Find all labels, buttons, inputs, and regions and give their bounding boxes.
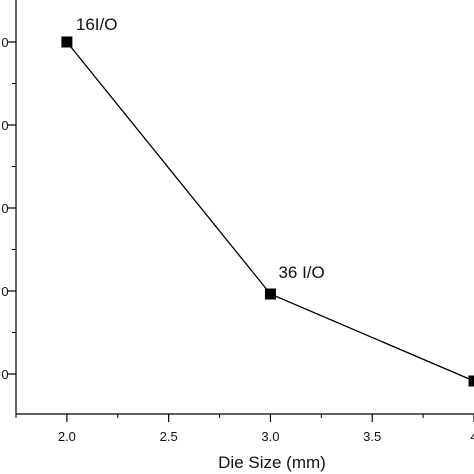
annotation-layer: 16I/O 36 I/O xyxy=(76,15,325,282)
data-point-marker xyxy=(264,288,276,300)
y-tick-label: 0 xyxy=(1,35,8,50)
data-point-marker xyxy=(61,36,73,48)
point-annotation: 36 I/O xyxy=(278,263,324,282)
y-tick-label: 0 xyxy=(1,118,8,133)
x-tick-label: 2.5 xyxy=(160,429,178,444)
x-tick-label: 3.0 xyxy=(261,429,279,444)
y-tick-label: 0 xyxy=(1,367,8,382)
plot-axes xyxy=(15,0,474,415)
x-axis-title: Die Size (mm) xyxy=(218,453,326,472)
data-point-marker xyxy=(468,375,474,387)
x-tick-label: 2.0 xyxy=(58,429,76,444)
x-tick-label: 4 xyxy=(470,429,474,444)
y-tick-label: 0 xyxy=(1,284,8,299)
y-ticks: 0 0 0 0 0 xyxy=(1,35,16,382)
y-tick-label: 0 xyxy=(1,201,8,216)
series-line xyxy=(66,41,474,382)
point-annotation: 16I/O xyxy=(76,15,118,34)
x-ticks: 2.0 2.5 3.0 3.5 4 xyxy=(15,414,474,444)
x-tick-label: 3.5 xyxy=(363,429,381,444)
series-layer xyxy=(61,36,474,387)
